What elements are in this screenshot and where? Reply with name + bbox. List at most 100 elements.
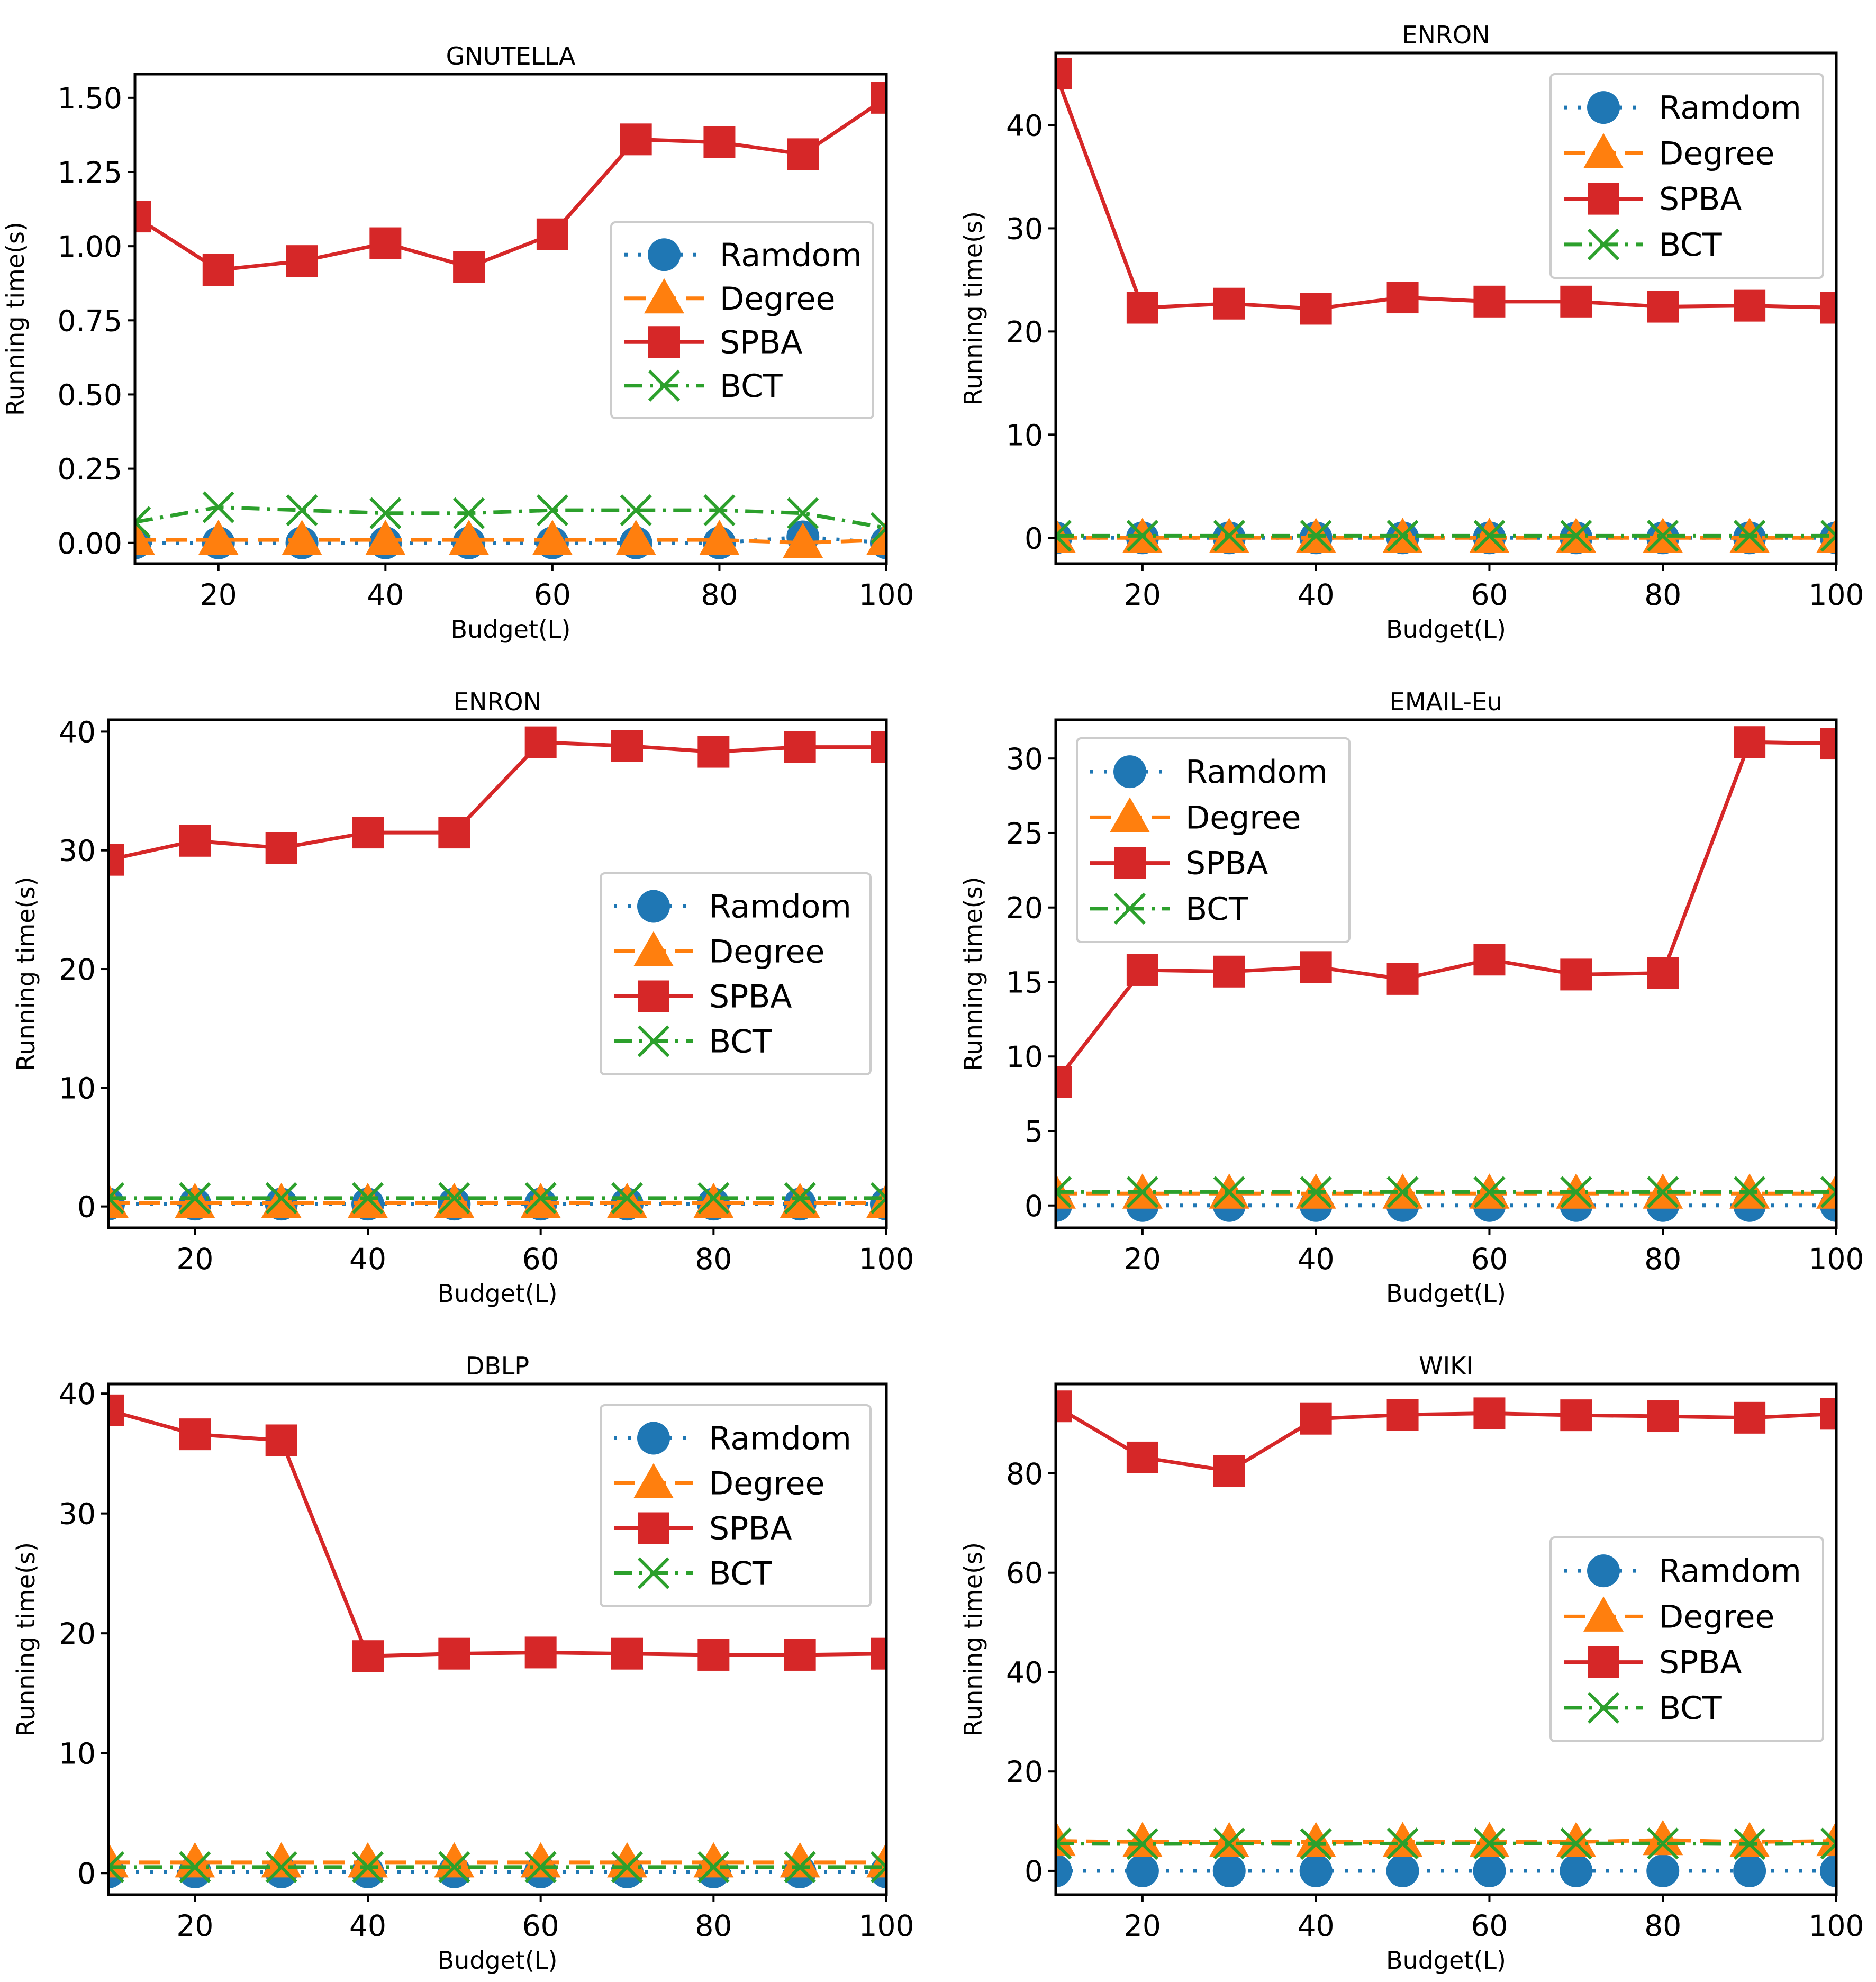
- data-point-spba: [286, 245, 318, 277]
- data-point-spba: [1560, 285, 1592, 318]
- data-point-bct: [351, 1182, 384, 1215]
- series-line-ramdom: [135, 535, 886, 545]
- legend-box: [600, 872, 872, 1075]
- data-point-bct: [1733, 1176, 1766, 1208]
- data-point-spba: [1473, 944, 1506, 976]
- y-tick-label: 20: [1006, 891, 1043, 925]
- axes-frame: [133, 73, 888, 565]
- data-point-spba: [438, 1637, 470, 1670]
- data-point-spba: [108, 844, 124, 876]
- legend: Ramdom Degree SPBA BCT: [1549, 1536, 1824, 1742]
- x-tick-label: 20: [1124, 578, 1161, 612]
- data-point-bct: [1647, 1827, 1679, 1860]
- series-line-spba: [108, 1408, 886, 1658]
- data-point-bct: [611, 1182, 644, 1215]
- x-tick-label: 60: [522, 1242, 559, 1276]
- data-point-spba: [1734, 1401, 1766, 1434]
- data-point-bct: [1056, 520, 1072, 552]
- series-line-spba: [135, 96, 886, 272]
- legend-label-degree: Degree: [720, 280, 835, 318]
- data-point-bct: [784, 1182, 816, 1215]
- y-tick-label: 20: [1006, 315, 1043, 349]
- data-point-spba: [1386, 282, 1419, 314]
- y-tick-label: 25: [1006, 817, 1043, 850]
- data-point-degree: [261, 1842, 302, 1878]
- plot-area: [108, 726, 886, 1221]
- data-point-spba: [1300, 293, 1332, 325]
- data-point-ramdom: [1820, 1854, 1836, 1887]
- data-point-spba: [1820, 728, 1836, 760]
- legend-label-bct: BCT: [1659, 227, 1722, 264]
- legend-marker-ramdom: [648, 238, 681, 271]
- legend-label-ramdom: Ramdom: [720, 237, 862, 274]
- data-point-bct: [1820, 1176, 1836, 1208]
- x-tick-label: 20: [1124, 1909, 1161, 1943]
- data-point-ramdom: [1386, 1854, 1419, 1887]
- y-tick-label: 60: [1006, 1556, 1043, 1590]
- legend-label-spba: SPBA: [720, 324, 802, 361]
- x-tick-label: 20: [1124, 1242, 1161, 1276]
- data-point-bct: [524, 1182, 557, 1215]
- data-point-spba: [1560, 958, 1592, 991]
- legend-label-ramdom: Ramdom: [1185, 754, 1328, 791]
- y-axis-label: Running time(s): [959, 877, 987, 1071]
- chart-panel-1: GNUTELLA 20 40 60 80 100 0.00 0.25 0.50 0.75 1.00 1…: [1, 42, 914, 644]
- data-point-spba: [871, 731, 886, 763]
- data-point-bct: [1560, 520, 1592, 552]
- x-tick-label: 100: [1809, 1242, 1864, 1276]
- data-point-spba: [784, 731, 816, 763]
- legend: Ramdom Degree SPBA BCT: [600, 872, 872, 1075]
- legend-marker-ramdom: [1113, 755, 1146, 789]
- y-tick-label: 5: [1025, 1115, 1043, 1148]
- data-point-spba: [352, 1640, 384, 1672]
- data-point-bct: [452, 497, 485, 529]
- legend-label-spba: SPBA: [1185, 845, 1268, 882]
- x-tick-label: 40: [349, 1242, 386, 1276]
- legend-label-degree: Degree: [1185, 799, 1301, 836]
- data-point-ramdom: [1299, 1854, 1333, 1887]
- data-point-bct: [1647, 520, 1679, 552]
- legend-label-degree: Degree: [1659, 135, 1774, 172]
- data-point-spba: [611, 730, 643, 762]
- legend-marker-bct: [637, 1025, 670, 1057]
- data-point-bct: [536, 494, 569, 527]
- data-point-spba: [1126, 1441, 1158, 1473]
- data-point-degree: [365, 520, 406, 555]
- x-tick-label: 100: [859, 1909, 914, 1943]
- series-line-spba: [1056, 73, 1836, 311]
- data-point-spba: [1213, 287, 1245, 320]
- data-point-bct: [351, 1851, 384, 1884]
- data-point-spba: [135, 201, 151, 233]
- x-axis-label: Budget(L): [1386, 1946, 1506, 1975]
- data-point-bct: [697, 1182, 730, 1215]
- data-point-spba: [179, 1418, 211, 1451]
- data-point-bct: [369, 497, 402, 529]
- x-tick-label: 80: [1644, 1242, 1681, 1276]
- data-point-bct: [1300, 1176, 1332, 1208]
- legend-marker-spba: [638, 980, 669, 1012]
- data-point-spba: [697, 1639, 730, 1671]
- legend-label-spba: SPBA: [1659, 1644, 1742, 1681]
- legend-marker-spba: [1588, 1646, 1619, 1678]
- y-tick-label: 30: [1006, 212, 1043, 246]
- data-point-degree: [348, 1842, 388, 1878]
- data-point-bct: [1056, 1176, 1072, 1208]
- data-point-degree: [780, 1842, 820, 1878]
- series-line-degree: [135, 538, 886, 545]
- data-point-bct: [1647, 1176, 1679, 1208]
- legend-marker-degree: [633, 1463, 674, 1498]
- data-point-spba: [697, 736, 730, 768]
- series-line-spba: [1056, 1405, 1836, 1473]
- axes-frame: [1054, 1382, 1838, 1896]
- legend-marker-ramdom: [1587, 91, 1620, 124]
- y-tick-label: 1.25: [58, 156, 122, 189]
- chart-panel-4: EMAIL-Eu 20 40 60 80 100 0 5 10 15 20 25 30 Budget(L)…: [959, 687, 1864, 1308]
- data-point-bct: [620, 494, 652, 527]
- plot-area: [1056, 726, 1836, 1222]
- data-point-bct: [179, 1851, 211, 1884]
- data-point-bct: [1300, 520, 1332, 552]
- x-tick-label: 80: [695, 1242, 732, 1276]
- legend-label-bct: BCT: [709, 1024, 772, 1061]
- legend: Ramdom Degree SPBA BCT: [1076, 737, 1351, 943]
